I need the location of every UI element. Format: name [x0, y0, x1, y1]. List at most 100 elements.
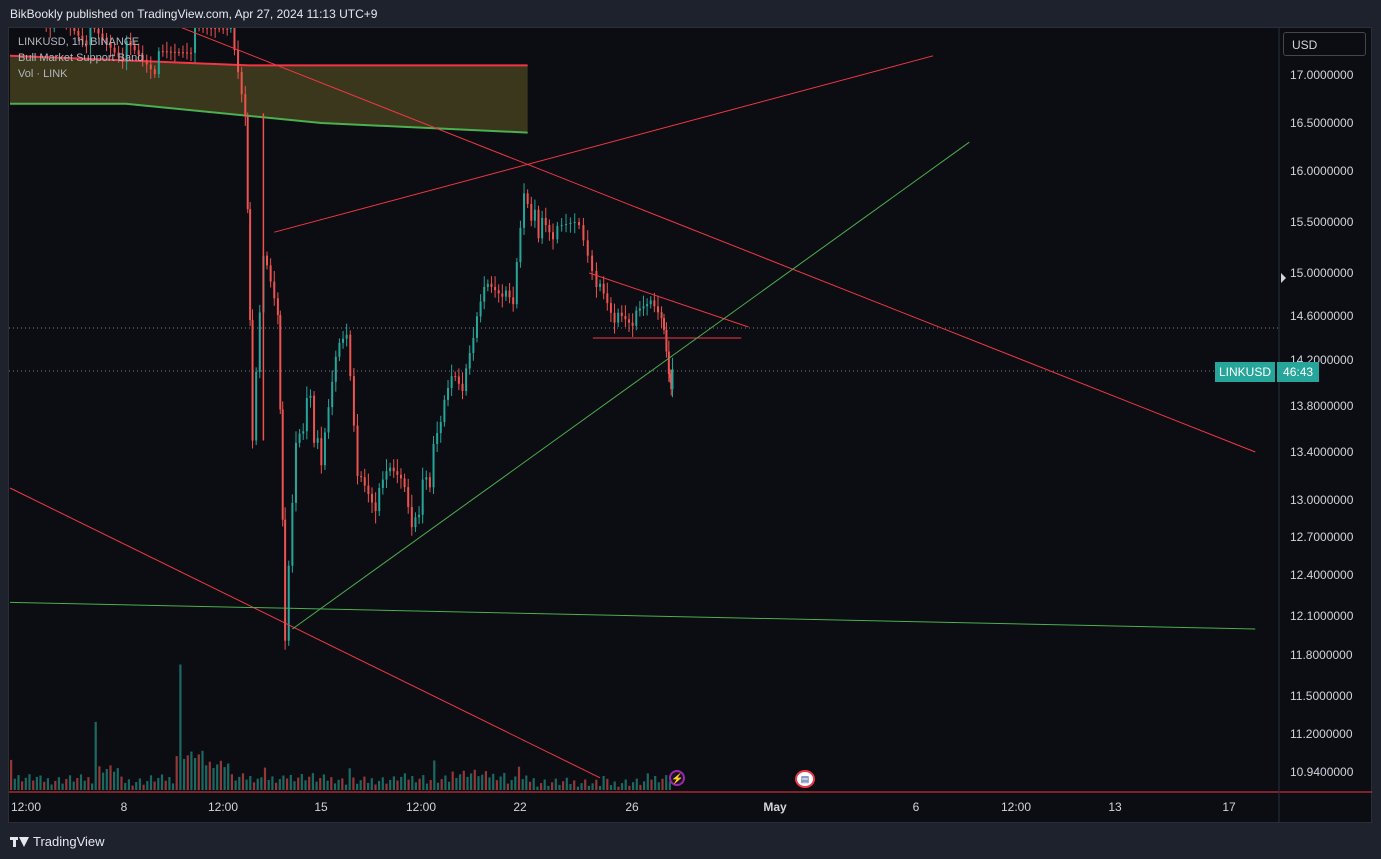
candle-body	[206, 28, 209, 29]
volume-bar	[68, 775, 72, 790]
volume-bar	[521, 779, 524, 790]
candle-body	[309, 395, 312, 398]
candle-body	[526, 193, 529, 204]
candle-body	[69, 21, 71, 26]
candle-body	[624, 316, 627, 320]
volume-bar	[333, 783, 337, 790]
plot-layer	[9, 0, 1278, 791]
time-tick-label: 13	[1108, 800, 1122, 814]
candle-body	[109, 43, 112, 48]
volume-bar	[554, 778, 557, 790]
candle-body	[342, 338, 345, 343]
volume-bar	[212, 768, 215, 790]
candle-body	[472, 338, 475, 354]
candle-body	[13, 0, 15, 12]
candle-body	[53, 28, 56, 29]
volume-bar	[120, 776, 123, 790]
volume-bar	[473, 769, 476, 790]
volume-bar	[238, 776, 241, 790]
candle-body	[145, 59, 148, 65]
trendline-red	[274, 55, 934, 233]
candle-body	[298, 433, 301, 443]
volume-bar	[378, 780, 381, 790]
volume-bar	[562, 781, 565, 790]
volume-bar	[341, 778, 344, 790]
candle-body	[591, 255, 594, 271]
volume-bar	[573, 780, 576, 790]
price-tick-label: 14.6000000	[1290, 309, 1354, 323]
support-band-upper-line	[9, 54, 528, 67]
candle-body	[157, 51, 160, 75]
us-flag-event-icon[interactable]: ▤	[795, 770, 815, 788]
trendline-red	[589, 272, 749, 328]
candle-body	[457, 376, 460, 384]
volume-bar	[227, 763, 230, 790]
volume-bar	[10, 759, 13, 790]
volume-bar	[186, 755, 189, 791]
volume-bar	[668, 781, 671, 790]
candle-body	[153, 69, 156, 75]
volume-bar	[57, 777, 60, 790]
volume-bar	[183, 758, 186, 791]
volume-bar	[624, 779, 627, 790]
lightning-event-icon[interactable]: ⚡	[669, 770, 685, 786]
candle-body	[586, 240, 589, 256]
trendline-green	[292, 141, 970, 630]
chart-legend: LINKUSD, 1h, BINANCE Bull Market Support…	[18, 34, 143, 82]
trendline-green	[9, 601, 1256, 630]
candle-body	[465, 368, 468, 392]
volume-bar	[639, 784, 642, 790]
volume-bar	[46, 778, 49, 790]
candle-body	[642, 306, 645, 309]
volume-bar	[271, 776, 274, 790]
candle-body	[669, 373, 672, 379]
candle-body	[396, 471, 399, 475]
candle-body	[210, 28, 213, 29]
volume-bar	[540, 783, 543, 790]
volume-bar	[536, 786, 539, 790]
volume-bar	[326, 780, 329, 790]
volume-bar	[337, 779, 340, 790]
candle-body	[194, 28, 197, 53]
chart-area[interactable]	[8, 27, 1372, 823]
volume-bar	[171, 783, 175, 790]
currency-button[interactable]: USD	[1283, 32, 1366, 56]
volume-bar	[91, 783, 94, 790]
volume-bar	[127, 779, 130, 790]
legend-indicator[interactable]: Bull Market Support Band	[18, 52, 144, 64]
legend-symbol[interactable]: LINKUSD, 1h, BINANCE	[18, 36, 140, 48]
volume-bar	[609, 785, 613, 790]
candle-body	[653, 300, 656, 307]
volume-bar	[632, 782, 635, 790]
volume-bar	[510, 780, 513, 790]
volume-bar	[289, 774, 292, 790]
candle-body	[573, 222, 576, 224]
candle-body	[410, 506, 413, 528]
volume-bar	[219, 760, 222, 790]
candle-body	[556, 226, 559, 240]
legend-volume[interactable]: Vol · LINK	[18, 68, 68, 80]
candle-body	[646, 304, 649, 307]
time-tick-label: 12:00	[406, 800, 436, 814]
candle-body	[649, 300, 652, 305]
volume-bar	[124, 782, 127, 790]
candle-body	[407, 487, 410, 507]
volume-bar	[580, 783, 583, 790]
time-tick-label: 6	[913, 800, 920, 814]
volume-bar	[275, 782, 278, 790]
volume-bar	[363, 776, 366, 790]
volume-bar	[425, 783, 429, 790]
candle-body	[269, 265, 272, 282]
candle-body	[279, 314, 282, 410]
candle-body	[631, 322, 634, 326]
tradingview-logo[interactable]: TradingView	[10, 834, 105, 849]
candle-body	[665, 329, 668, 352]
volume-bar	[646, 773, 649, 790]
candle-body	[582, 225, 585, 241]
volume-bar	[201, 750, 204, 791]
candle-body	[281, 409, 284, 520]
candle-body	[133, 45, 136, 51]
volume-bar	[499, 776, 502, 790]
volume-bar	[650, 779, 653, 790]
